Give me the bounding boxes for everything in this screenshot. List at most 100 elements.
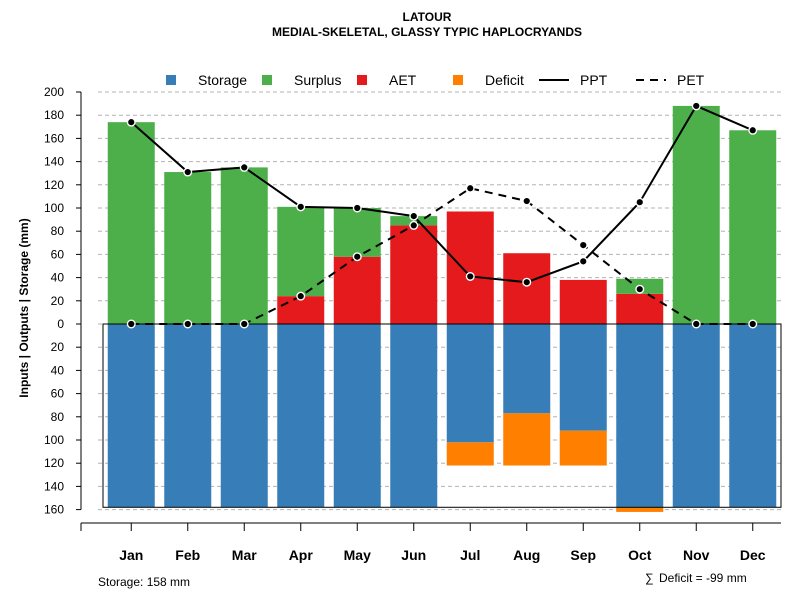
- x-tick-label: May: [344, 547, 371, 563]
- aet-bar: [559, 279, 607, 324]
- aet-bar: [503, 253, 551, 324]
- x-tick-label: Sep: [570, 547, 596, 563]
- aet-bar: [390, 225, 438, 324]
- ppt-line: [130, 104, 754, 284]
- pet-point: [183, 319, 193, 329]
- storage-bar: [446, 324, 494, 443]
- surplus-bar: [390, 216, 438, 226]
- pet-point: [522, 196, 532, 206]
- surplus-bar: [277, 206, 325, 297]
- ppt-point: [465, 271, 475, 281]
- deficit-bar: [616, 507, 664, 512]
- storage-bar: [220, 324, 268, 508]
- aet-bar: [277, 296, 325, 324]
- pet-point: [296, 291, 306, 301]
- x-tick-label: Oct: [628, 547, 652, 563]
- y-tick-label: 100: [44, 433, 64, 447]
- legend-swatch-deficit: [453, 75, 463, 85]
- y-tick-label: 40: [51, 363, 65, 377]
- y-tick-label: 120: [44, 178, 64, 192]
- x-axis: Jan Feb Mar Apr May Jun Jul Aug Sep Oct Nov Dec: [80, 522, 781, 563]
- ppt-point: [578, 256, 588, 266]
- pet-point: [635, 284, 645, 294]
- storage-bar: [107, 324, 155, 508]
- storage-bar: [729, 324, 777, 508]
- pet-point: [239, 319, 249, 329]
- legend-label-storage: Storage: [198, 72, 247, 88]
- legend-label-aet: AET: [389, 72, 417, 88]
- y-tick-label: 80: [51, 410, 65, 424]
- y-tick-label: 140: [44, 155, 64, 169]
- pet-point: [748, 319, 758, 329]
- ppt-point: [296, 202, 306, 212]
- surplus-bar: [333, 208, 381, 257]
- chart-title: LATOUR: [403, 10, 452, 24]
- x-tick-label: Jun: [401, 547, 426, 563]
- aet-bar: [616, 293, 664, 324]
- y-tick-label: 60: [51, 387, 65, 401]
- pet-point: [352, 252, 362, 262]
- x-tick-label: Mar: [232, 547, 257, 563]
- surplus-bar: [107, 122, 155, 324]
- storage-bar: [559, 324, 607, 431]
- aet-bar: [446, 211, 494, 324]
- ppt-point: [691, 101, 701, 111]
- y-tick-label: 100: [44, 201, 64, 215]
- x-tick-label: Jan: [119, 547, 143, 563]
- series-lines: [126, 101, 758, 329]
- ppt-point: [239, 162, 249, 172]
- surplus-bar: [672, 105, 720, 324]
- ppt-point: [183, 167, 193, 177]
- storage-bar: [503, 324, 551, 414]
- y-tick-label: 200: [44, 85, 64, 99]
- x-tick-label: Aug: [513, 547, 540, 563]
- y-tick-label: 120: [44, 456, 64, 470]
- x-tick-label: Jul: [460, 547, 480, 563]
- pet-point: [126, 319, 136, 329]
- deficit-bar: [446, 442, 494, 466]
- ppt-point: [522, 277, 532, 287]
- surplus-bar: [729, 130, 777, 324]
- y-axis: 2001801601401201008060402002040608010012…: [44, 85, 82, 517]
- legend-label-surplus: Surplus: [294, 72, 341, 88]
- bars: [102, 105, 782, 512]
- storage-bar: [164, 324, 212, 508]
- ppt-point: [126, 117, 136, 127]
- pet-point: [409, 220, 419, 230]
- y-tick-label: 40: [51, 271, 65, 285]
- y-tick-label: 140: [44, 479, 64, 493]
- ppt-point: [635, 197, 645, 207]
- y-tick-label: 60: [51, 247, 65, 261]
- y-tick-label: 0: [57, 317, 64, 331]
- storage-capacity-box: [102, 323, 782, 508]
- storage-footer: Storage: 158 mm: [98, 575, 190, 589]
- deficit-bar: [559, 430, 607, 466]
- y-tick-label: 180: [44, 108, 64, 122]
- storage-bar: [616, 324, 664, 508]
- deficit-footer: Deficit = -99 mm: [659, 571, 747, 585]
- pet-point: [578, 240, 588, 250]
- x-tick-label: Dec: [740, 547, 766, 563]
- x-tick-label: Apr: [289, 547, 314, 563]
- aet-bar: [333, 256, 381, 324]
- y-tick-label: 20: [51, 294, 65, 308]
- storage-bar: [390, 324, 438, 508]
- y-axis-title: Inputs | Outputs | Storage (mm): [17, 218, 31, 397]
- pet-line: [131, 187, 753, 325]
- legend-swatch-aet: [357, 75, 367, 85]
- legend-label-ppt: PPT: [580, 72, 608, 88]
- sum-symbol-icon: ∑: [645, 571, 654, 585]
- pet-point: [691, 319, 701, 329]
- gridlines: [98, 91, 781, 511]
- ppt-point: [352, 203, 362, 213]
- y-tick-label: 80: [51, 224, 65, 238]
- legend-label-pet: PET: [677, 72, 705, 88]
- x-tick-label: Feb: [175, 547, 200, 563]
- pet-point: [465, 183, 475, 193]
- legend-swatch-storage: [166, 75, 176, 85]
- deficit-bar: [503, 413, 551, 466]
- x-tick-label: Nov: [683, 547, 710, 563]
- legend-swatch-surplus: [262, 75, 272, 85]
- legend-label-deficit: Deficit: [485, 72, 524, 88]
